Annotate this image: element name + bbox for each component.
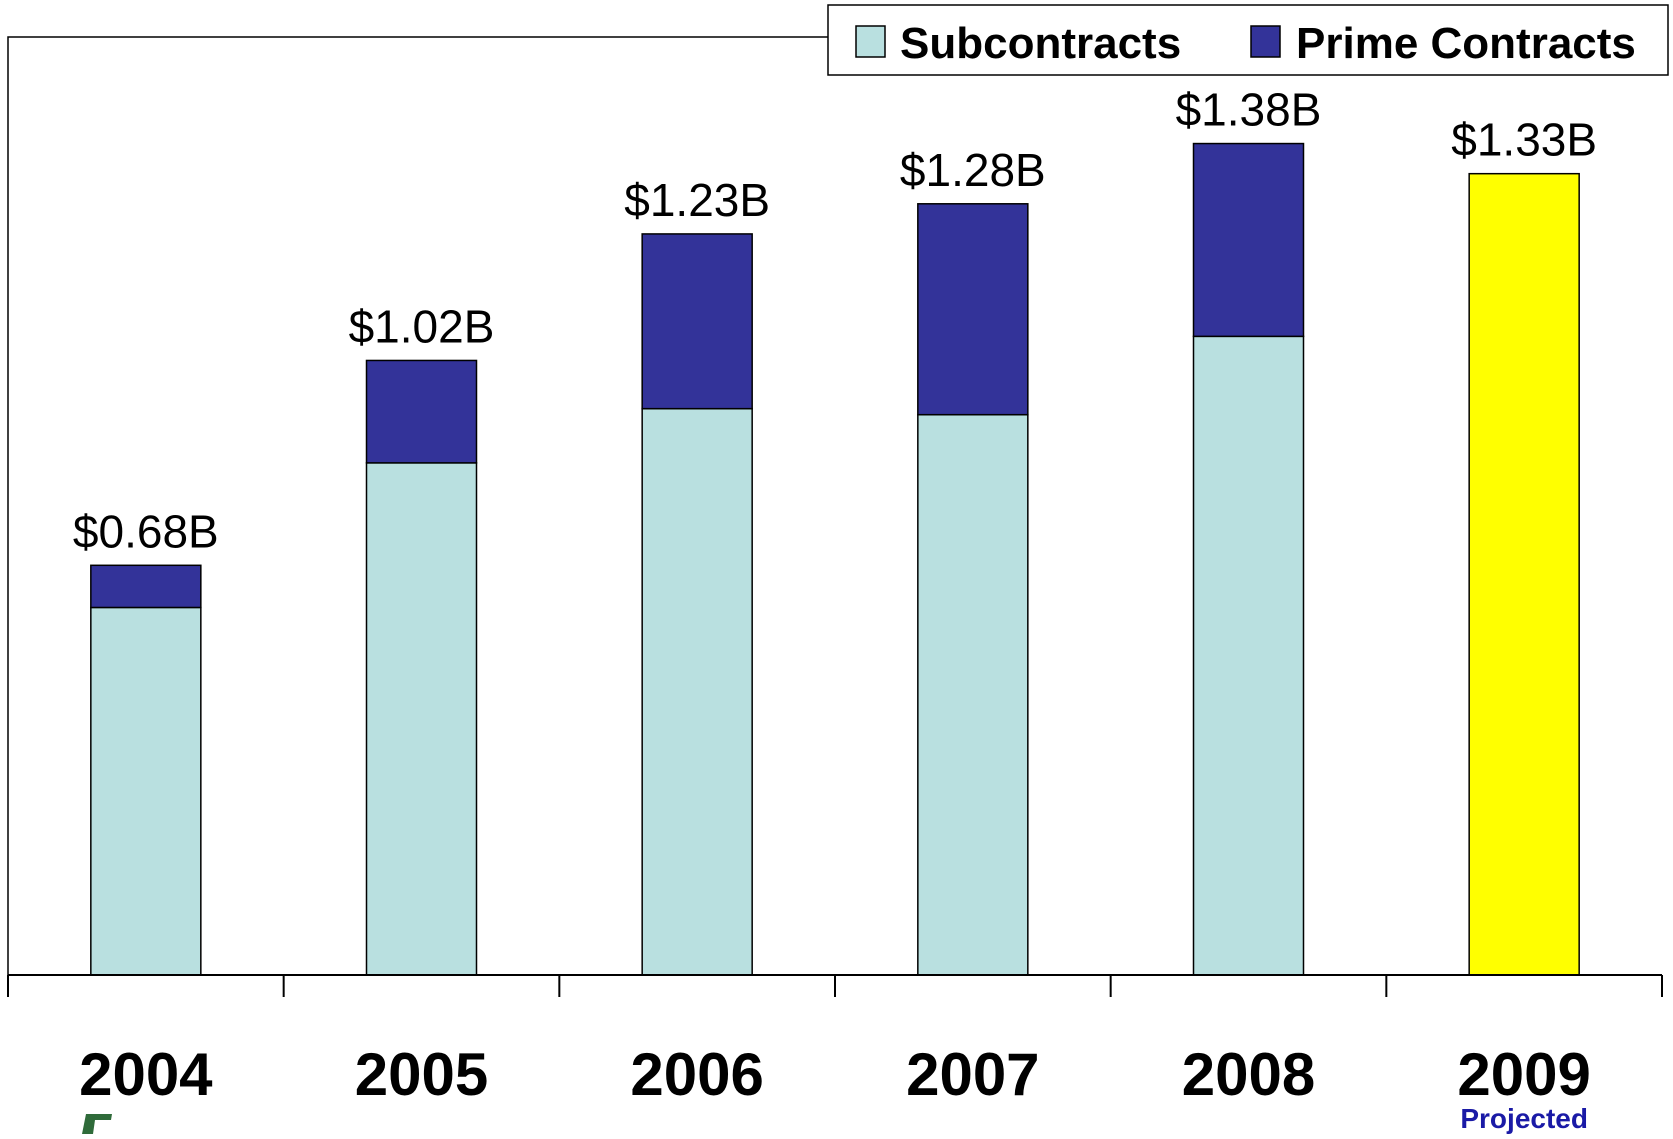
bar-2009-projected xyxy=(1468,172,1580,976)
bar-2004-prime-contracts xyxy=(90,564,202,609)
total-label-2009: $1.33B xyxy=(1451,114,1597,166)
bars-layer xyxy=(90,142,1580,976)
legend-label-prime-contracts: Prime Contracts xyxy=(1296,19,1636,68)
legend-swatch-prime-contracts xyxy=(1250,25,1281,58)
bar-2004-subcontracts xyxy=(90,606,202,976)
plot-border xyxy=(7,36,1662,975)
x-tick-note-2009: Projected xyxy=(1460,1103,1588,1134)
x-tick-label-2004: 2004 xyxy=(79,1041,213,1108)
labels-layer: $0.68B $1.02B $1.23B $1.28B $1.38B $1.33B xyxy=(73,84,1597,558)
total-label-2006: $1.23B xyxy=(624,174,770,226)
total-label-2008: $1.38B xyxy=(1176,84,1322,136)
x-tick-label-2009: 2009 xyxy=(1457,1041,1590,1108)
x-tick-label-2005: 2005 xyxy=(355,1041,488,1108)
legend-box xyxy=(827,4,1669,76)
bar-2008-prime-contracts xyxy=(1192,142,1305,338)
legend-swatch-subcontracts xyxy=(855,25,886,58)
logo-letter-shape xyxy=(82,1114,112,1134)
x-tick-label-2008: 2008 xyxy=(1182,1041,1315,1108)
total-label-2005: $1.02B xyxy=(349,300,495,352)
total-label-2007: $1.28B xyxy=(900,144,1046,196)
x-tick-label-2007: 2007 xyxy=(906,1041,1039,1108)
bar-2005-prime-contracts xyxy=(365,359,478,464)
x-tick-label-2006: 2006 xyxy=(630,1041,763,1108)
total-label-2004: $0.68B xyxy=(73,505,219,557)
bar-2006-prime-contracts xyxy=(641,233,753,410)
bar-2007-subcontracts xyxy=(917,413,1029,976)
bar-2007-prime-contracts xyxy=(917,203,1029,416)
bar-2008-subcontracts xyxy=(1192,335,1305,976)
legend-label-subcontracts: Subcontracts xyxy=(900,19,1181,68)
plot-frame xyxy=(7,36,1662,975)
bar-2006-subcontracts xyxy=(641,407,753,976)
logo-fragment xyxy=(82,1114,112,1134)
bar-2005-subcontracts xyxy=(365,462,478,976)
legend: Subcontracts Prime Contracts xyxy=(827,4,1669,76)
